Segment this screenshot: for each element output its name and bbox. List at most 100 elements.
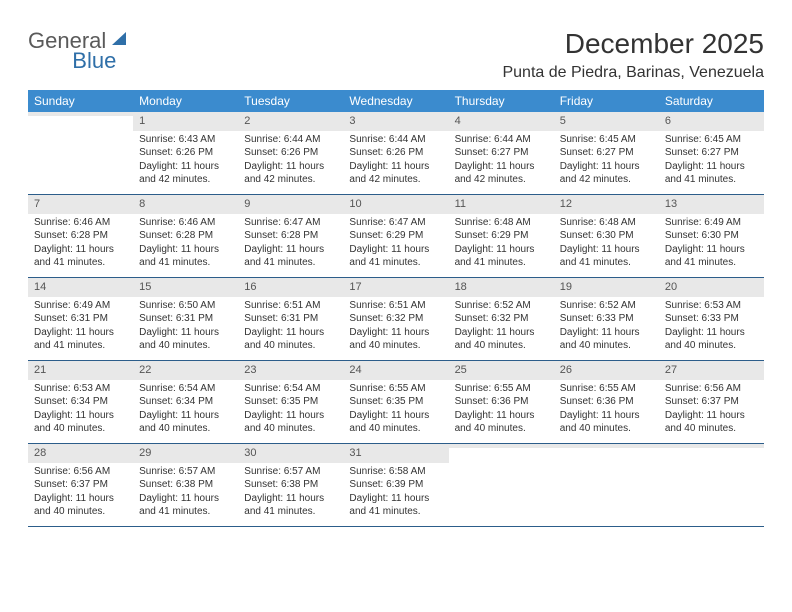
daylight-text: Daylight: 11 hours and 40 minutes. bbox=[244, 326, 337, 353]
day-body: Sunrise: 6:51 AMSunset: 6:31 PMDaylight:… bbox=[238, 297, 343, 357]
day-number: 4 bbox=[449, 112, 554, 131]
sunset-text: Sunset: 6:31 PM bbox=[34, 312, 127, 326]
sunrise-text: Sunrise: 6:46 AM bbox=[34, 216, 127, 230]
day-body: Sunrise: 6:53 AMSunset: 6:33 PMDaylight:… bbox=[659, 297, 764, 357]
day-number: 1 bbox=[133, 112, 238, 131]
sunset-text: Sunset: 6:36 PM bbox=[455, 395, 548, 409]
header: General Blue December 2025 Punta de Pied… bbox=[28, 28, 764, 82]
sunset-text: Sunset: 6:28 PM bbox=[139, 229, 232, 243]
sunrise-text: Sunrise: 6:45 AM bbox=[560, 133, 653, 147]
day-body: Sunrise: 6:57 AMSunset: 6:38 PMDaylight:… bbox=[238, 463, 343, 523]
day-body: Sunrise: 6:46 AMSunset: 6:28 PMDaylight:… bbox=[28, 214, 133, 274]
sunset-text: Sunset: 6:26 PM bbox=[349, 146, 442, 160]
sunset-text: Sunset: 6:29 PM bbox=[455, 229, 548, 243]
day-body: Sunrise: 6:54 AMSunset: 6:35 PMDaylight:… bbox=[238, 380, 343, 440]
day-cell: 14 Sunrise: 6:49 AMSunset: 6:31 PMDayligh… bbox=[28, 278, 133, 360]
daylight-text: Daylight: 11 hours and 41 minutes. bbox=[34, 326, 127, 353]
daylight-text: Daylight: 11 hours and 42 minutes. bbox=[139, 160, 232, 187]
day-number: 13 bbox=[659, 195, 764, 214]
sunset-text: Sunset: 6:37 PM bbox=[665, 395, 758, 409]
day-cell: 15Sunrise: 6:50 AMSunset: 6:31 PMDayligh… bbox=[133, 278, 238, 360]
dow-saturday: Saturday bbox=[659, 90, 764, 112]
sunrise-text: Sunrise: 6:44 AM bbox=[455, 133, 548, 147]
day-body: Sunrise: 6:47 AMSunset: 6:28 PMDaylight:… bbox=[238, 214, 343, 274]
day-cell: 5Sunrise: 6:45 AMSunset: 6:27 PMDaylight… bbox=[554, 112, 659, 194]
day-cell: 12Sunrise: 6:48 AMSunset: 6:30 PMDayligh… bbox=[554, 195, 659, 277]
day-cell: 26Sunrise: 6:55 AMSunset: 6:36 PMDayligh… bbox=[554, 361, 659, 443]
daylight-text: Daylight: 11 hours and 40 minutes. bbox=[34, 492, 127, 519]
daylight-text: Daylight: 11 hours and 40 minutes. bbox=[139, 409, 232, 436]
sunrise-text: Sunrise: 6:45 AM bbox=[665, 133, 758, 147]
day-cell: 7Sunrise: 6:46 AMSunset: 6:28 PMDaylight… bbox=[28, 195, 133, 277]
sunrise-text: Sunrise: 6:47 AM bbox=[349, 216, 442, 230]
day-cell: 6Sunrise: 6:45 AMSunset: 6:27 PMDaylight… bbox=[659, 112, 764, 194]
day-body: Sunrise: 6:45 AMSunset: 6:27 PMDaylight:… bbox=[554, 131, 659, 191]
day-body: Sunrise: 6:55 AMSunset: 6:35 PMDaylight:… bbox=[343, 380, 448, 440]
sunrise-text: Sunrise: 6:50 AM bbox=[139, 299, 232, 313]
daylight-text: Daylight: 11 hours and 40 minutes. bbox=[665, 409, 758, 436]
sunrise-text: Sunrise: 6:56 AM bbox=[34, 465, 127, 479]
sunrise-text: Sunrise: 6:48 AM bbox=[455, 216, 548, 230]
dow-wednesday: Wednesday bbox=[343, 90, 448, 112]
month-title: December 2025 bbox=[502, 28, 764, 60]
day-cell: 11Sunrise: 6:48 AMSunset: 6:29 PMDayligh… bbox=[449, 195, 554, 277]
day-number: 27 bbox=[659, 361, 764, 380]
sunrise-text: Sunrise: 6:55 AM bbox=[560, 382, 653, 396]
sunrise-text: Sunrise: 6:52 AM bbox=[560, 299, 653, 313]
daylight-text: Daylight: 11 hours and 41 minutes. bbox=[139, 243, 232, 270]
day-cell: 25Sunrise: 6:55 AMSunset: 6:36 PMDayligh… bbox=[449, 361, 554, 443]
sunrise-text: Sunrise: 6:48 AM bbox=[560, 216, 653, 230]
sunset-text: Sunset: 6:37 PM bbox=[34, 478, 127, 492]
title-block: December 2025 Punta de Piedra, Barinas, … bbox=[502, 28, 764, 82]
sunset-text: Sunset: 6:39 PM bbox=[349, 478, 442, 492]
day-cell: 28Sunrise: 6:56 AMSunset: 6:37 PMDayligh… bbox=[28, 444, 133, 526]
sunset-text: Sunset: 6:38 PM bbox=[244, 478, 337, 492]
sunrise-text: Sunrise: 6:53 AM bbox=[34, 382, 127, 396]
brand-part2: Blue bbox=[72, 48, 116, 74]
day-body: Sunrise: 6:51 AMSunset: 6:32 PMDaylight:… bbox=[343, 297, 448, 357]
sunset-text: Sunset: 6:36 PM bbox=[560, 395, 653, 409]
sunset-text: Sunset: 6:34 PM bbox=[34, 395, 127, 409]
day-number: 12 bbox=[554, 195, 659, 214]
daylight-text: Daylight: 11 hours and 41 minutes. bbox=[244, 243, 337, 270]
day-body: Sunrise: 6:47 AMSunset: 6:29 PMDaylight:… bbox=[343, 214, 448, 274]
day-number: 26 bbox=[554, 361, 659, 380]
sunset-text: Sunset: 6:34 PM bbox=[139, 395, 232, 409]
dow-thursday: Thursday bbox=[449, 90, 554, 112]
day-body bbox=[554, 448, 659, 508]
daylight-text: Daylight: 11 hours and 42 minutes. bbox=[244, 160, 337, 187]
sunset-text: Sunset: 6:27 PM bbox=[455, 146, 548, 160]
day-body: Sunrise: 6:55 AMSunset: 6:36 PMDaylight:… bbox=[554, 380, 659, 440]
sunrise-text: Sunrise: 6:43 AM bbox=[139, 133, 232, 147]
daylight-text: Daylight: 11 hours and 40 minutes. bbox=[34, 409, 127, 436]
weeks-container: 1Sunrise: 6:43 AMSunset: 6:26 PMDaylight… bbox=[28, 112, 764, 527]
week-row: 7Sunrise: 6:46 AMSunset: 6:28 PMDaylight… bbox=[28, 195, 764, 278]
sunrise-text: Sunrise: 6:49 AM bbox=[34, 299, 127, 313]
day-cell: 30Sunrise: 6:57 AMSunset: 6:38 PMDayligh… bbox=[238, 444, 343, 526]
daylight-text: Daylight: 11 hours and 41 minutes. bbox=[455, 243, 548, 270]
daylight-text: Daylight: 11 hours and 40 minutes. bbox=[349, 326, 442, 353]
daylight-text: Daylight: 11 hours and 40 minutes. bbox=[455, 409, 548, 436]
day-number: 15 bbox=[133, 278, 238, 297]
sunrise-text: Sunrise: 6:46 AM bbox=[139, 216, 232, 230]
dow-friday: Friday bbox=[554, 90, 659, 112]
sunrise-text: Sunrise: 6:57 AM bbox=[244, 465, 337, 479]
day-cell: 19Sunrise: 6:52 AMSunset: 6:33 PMDayligh… bbox=[554, 278, 659, 360]
day-cell: 17Sunrise: 6:51 AMSunset: 6:32 PMDayligh… bbox=[343, 278, 448, 360]
day-number: 5 bbox=[554, 112, 659, 131]
day-number: 23 bbox=[238, 361, 343, 380]
day-body bbox=[28, 116, 133, 176]
day-body: Sunrise: 6:44 AMSunset: 6:26 PMDaylight:… bbox=[238, 131, 343, 191]
day-number: 8 bbox=[133, 195, 238, 214]
day-cell: 10Sunrise: 6:47 AMSunset: 6:29 PMDayligh… bbox=[343, 195, 448, 277]
day-body: Sunrise: 6:56 AMSunset: 6:37 PMDaylight:… bbox=[28, 463, 133, 523]
day-cell: 9Sunrise: 6:47 AMSunset: 6:28 PMDaylight… bbox=[238, 195, 343, 277]
daylight-text: Daylight: 11 hours and 41 minutes. bbox=[139, 492, 232, 519]
sunrise-text: Sunrise: 6:58 AM bbox=[349, 465, 442, 479]
sunrise-text: Sunrise: 6:47 AM bbox=[244, 216, 337, 230]
day-number: 14 bbox=[28, 278, 133, 297]
sunrise-text: Sunrise: 6:55 AM bbox=[349, 382, 442, 396]
daylight-text: Daylight: 11 hours and 42 minutes. bbox=[349, 160, 442, 187]
day-body: Sunrise: 6:53 AMSunset: 6:34 PMDaylight:… bbox=[28, 380, 133, 440]
sunrise-text: Sunrise: 6:53 AM bbox=[665, 299, 758, 313]
